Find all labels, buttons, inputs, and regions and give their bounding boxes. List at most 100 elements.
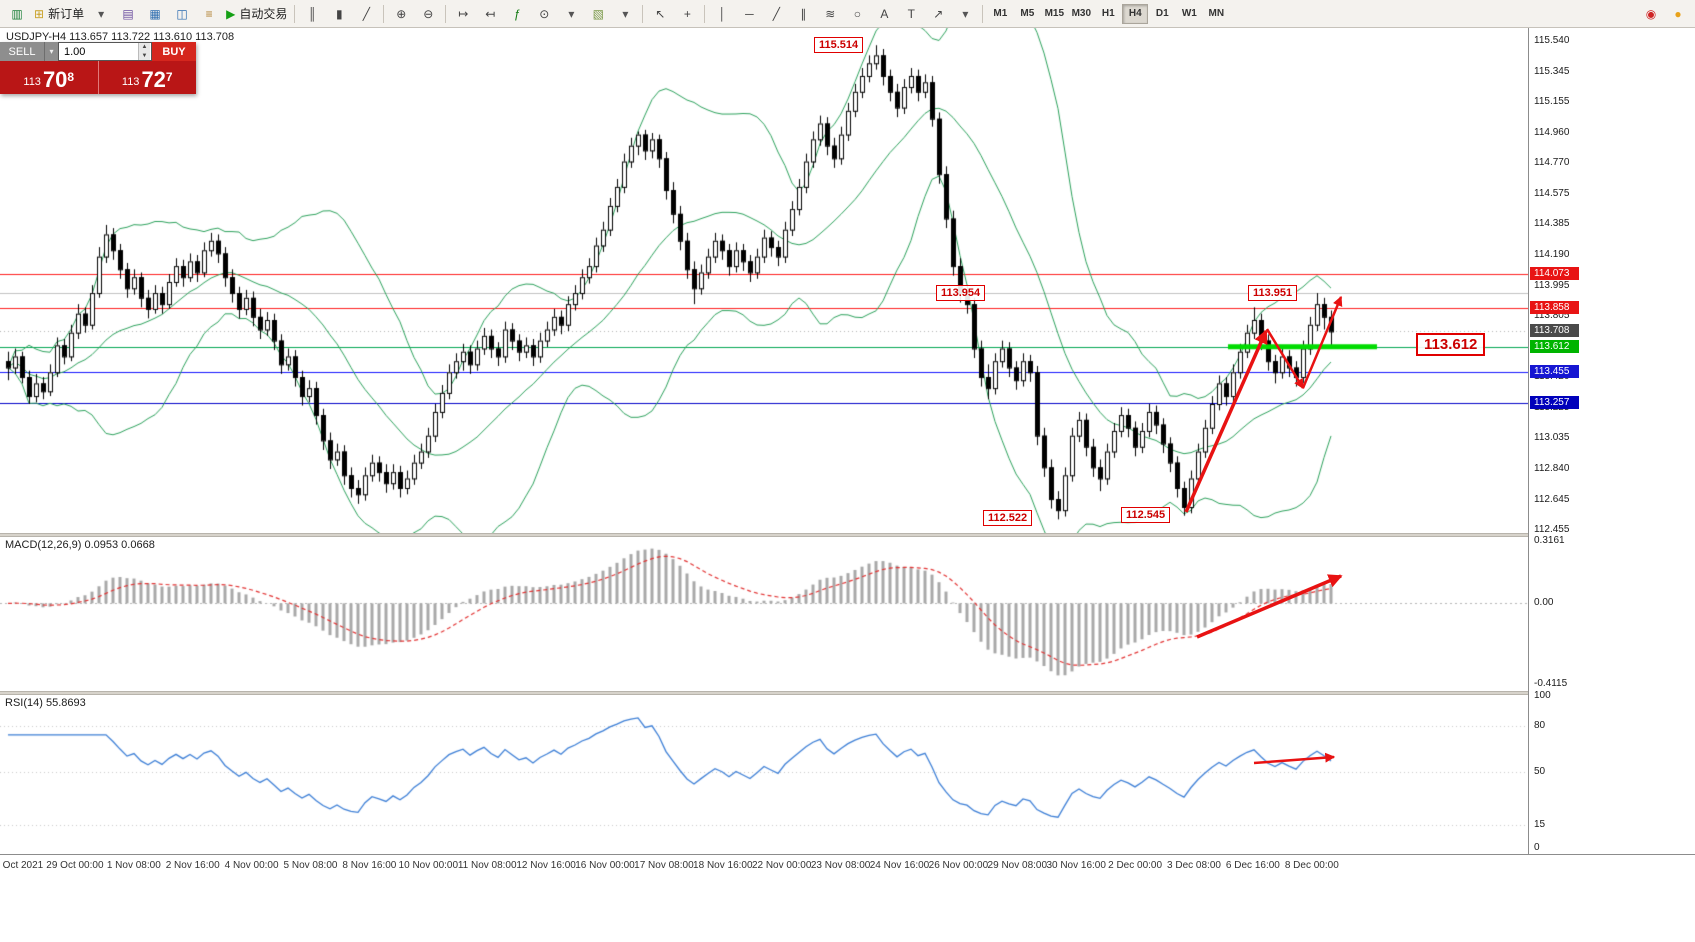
navigator-icon[interactable]: ≡ (196, 3, 222, 25)
price-axis-label: 115.540 (1534, 35, 1570, 47)
sell-button[interactable]: SELL (0, 42, 44, 61)
pane-separator-rsi[interactable] (0, 691, 1695, 695)
toolbar-separator (383, 4, 385, 23)
price-axis-label: 115.345 (1534, 66, 1570, 77)
timeframe-d1[interactable]: D1 (1155, 8, 1169, 19)
toolbar-separator (704, 4, 706, 23)
autotrading-icon: ▶ (226, 6, 236, 21)
shapes-icon[interactable]: ○ (844, 3, 870, 25)
channel-icon[interactable]: ∥ (790, 3, 816, 25)
pane-separator-macd[interactable] (0, 533, 1695, 537)
profiles-icon[interactable]: ▤ (115, 3, 141, 25)
market-watch-icon[interactable]: ▦ (142, 3, 168, 25)
periods-caret[interactable]: ▾ (558, 3, 584, 25)
periods-icon[interactable]: ⊙ (531, 3, 557, 25)
timeframe-h1[interactable]: H1 (1101, 8, 1115, 19)
timeframe-m1[interactable]: M1 (993, 8, 1008, 19)
macd-pane-canvas[interactable] (0, 535, 1528, 691)
autotrading-button-label: 自动交易 (239, 7, 288, 21)
cursor-icon: ↖ (655, 6, 666, 21)
chart-shift-icon[interactable]: ↤ (477, 3, 503, 25)
sell-price-pip: 8 (67, 70, 75, 84)
macd-values: 0.0953 0.0668 (84, 539, 155, 551)
price-axis[interactable]: 115.540 115.345 115.155 114.960 114.770 114.5… (1528, 27, 1695, 855)
time-axis-label: 8 Dec 00:00 (1284, 860, 1339, 871)
volume-field: ▲ ▼ (58, 42, 152, 61)
key-level-annotation-113.612[interactable]: 113.612 (1416, 333, 1486, 356)
zoom-out-icon[interactable]: ⊖ (415, 3, 441, 25)
sell-price-big: 70 (42, 67, 68, 92)
time-axis-label: 29 Nov 08:00 (987, 860, 1048, 871)
text-icon[interactable]: A (871, 3, 897, 25)
price-tag-113.612: 113.612 (1530, 339, 1579, 353)
volume-input[interactable] (59, 45, 151, 58)
trendline-icon[interactable]: ╱ (763, 3, 789, 25)
new-order-caret[interactable]: ▾ (88, 3, 114, 25)
rsi-pane-canvas[interactable] (0, 693, 1528, 853)
timeframe-m15[interactable]: M15 (1044, 8, 1065, 19)
sell-price-display[interactable]: 113 70 8 (0, 61, 98, 94)
timeframe-h4[interactable]: H4 (1122, 3, 1149, 24)
time-axis-label: 30 Nov 16:00 (1046, 860, 1106, 871)
data-window-icon[interactable]: ◫ (169, 3, 195, 25)
templates-icon[interactable]: ▧ (585, 3, 611, 25)
templates-caret[interactable]: ▾ (612, 3, 638, 25)
new-order-icon: ⊞ (34, 6, 45, 21)
new-chart-icon[interactable]: ▥ (4, 3, 30, 25)
price-axis-label: 113.035 (1534, 432, 1570, 444)
timeframe-m30[interactable]: M30 (1071, 8, 1092, 19)
line-chart-icon[interactable]: ╱ (353, 3, 379, 25)
buy-button[interactable]: BUY (152, 42, 196, 61)
horizontal-line-icon: ─ (745, 6, 754, 21)
time-axis-label: 22 Nov 00:00 (751, 860, 812, 871)
volume-down-icon[interactable]: ▼ (138, 51, 150, 60)
zoom-out-icon: ⊖ (423, 6, 434, 21)
crosshair-icon[interactable]: + (674, 3, 700, 25)
zoom-in-icon[interactable]: ⊕ (388, 3, 414, 25)
time-axis-label: 24 Nov 16:00 (869, 860, 930, 871)
cursor-icon[interactable]: ↖ (647, 3, 673, 25)
buy-price-display[interactable]: 113 72 7 (99, 61, 197, 94)
templates-caret-icon: ▾ (622, 6, 629, 21)
auto-scroll-icon[interactable]: ↦ (450, 3, 476, 25)
timeframe-m5[interactable]: M5 (1020, 8, 1035, 19)
vertical-line-icon[interactable]: │ (709, 3, 735, 25)
autotrading-button[interactable]: ▶ 自动交易 (223, 3, 290, 25)
arrows-caret[interactable]: ▾ (952, 3, 978, 25)
toolbar: ▥ ⊞ 新订单 ▾ ▤ ▦ ◫ ≡ ▶ 自动交易 ║ ▮ ╱ ⊕ ⊖ ↦ ↤ ƒ ⊙ ▾ ▧ ▾ ↖ + │ ─ ╱ ∥ ≋ ○ A T ↗ ▾ M… (0, 0, 1695, 28)
label-icon[interactable]: T (898, 3, 924, 25)
price-annotation-113.951[interactable]: 113.951 (1248, 285, 1298, 301)
buy-price-base: 113 (121, 76, 140, 88)
community-icon[interactable]: ◉ (1638, 3, 1664, 25)
new-order-button[interactable]: ⊞ 新订单 (31, 3, 87, 25)
price-annotation-113.954[interactable]: 113.954 (936, 285, 986, 301)
community-icon: ◉ (1645, 6, 1657, 21)
horizontal-line-icon[interactable]: ─ (736, 3, 762, 25)
chart-shift-icon: ↤ (485, 6, 496, 21)
periods-caret-icon: ▾ (568, 6, 575, 21)
time-axis-label: 2 Nov 16:00 (165, 860, 220, 871)
volume-up-icon[interactable]: ▲ (138, 43, 150, 52)
price-annotation-115.514[interactable]: 115.514 (814, 37, 864, 53)
price-annotation-112.522[interactable]: 112.522 (983, 510, 1033, 526)
time-axis-label: 4 Nov 00:00 (224, 860, 279, 871)
candles-chart-icon[interactable]: ▮ (326, 3, 352, 25)
time-axis-label: 10 Nov 00:00 (398, 860, 459, 871)
indicators-icon[interactable]: ƒ (504, 3, 530, 25)
arrows-icon[interactable]: ↗ (925, 3, 951, 25)
time-axis-label: 5 Nov 08:00 (283, 860, 338, 871)
volume-spinner: ▲ ▼ (138, 43, 150, 60)
main-chart-canvas[interactable] (0, 27, 1528, 533)
timeframe-w1[interactable]: W1 (1181, 8, 1197, 19)
rsi-axis-label: 15 (1534, 819, 1546, 831)
alerts-icon[interactable]: ● (1665, 3, 1691, 25)
rsi-value: 55.8693 (45, 697, 86, 709)
order-options-caret[interactable]: ▾ (44, 42, 58, 61)
timeframe-mn[interactable]: MN (1208, 8, 1225, 19)
price-annotation-112.545[interactable]: 112.545 (1121, 507, 1171, 523)
fibonacci-icon[interactable]: ≋ (817, 3, 843, 25)
macd-axis-max: 0.3161 (1534, 535, 1565, 546)
bars-chart-icon[interactable]: ║ (299, 3, 325, 25)
